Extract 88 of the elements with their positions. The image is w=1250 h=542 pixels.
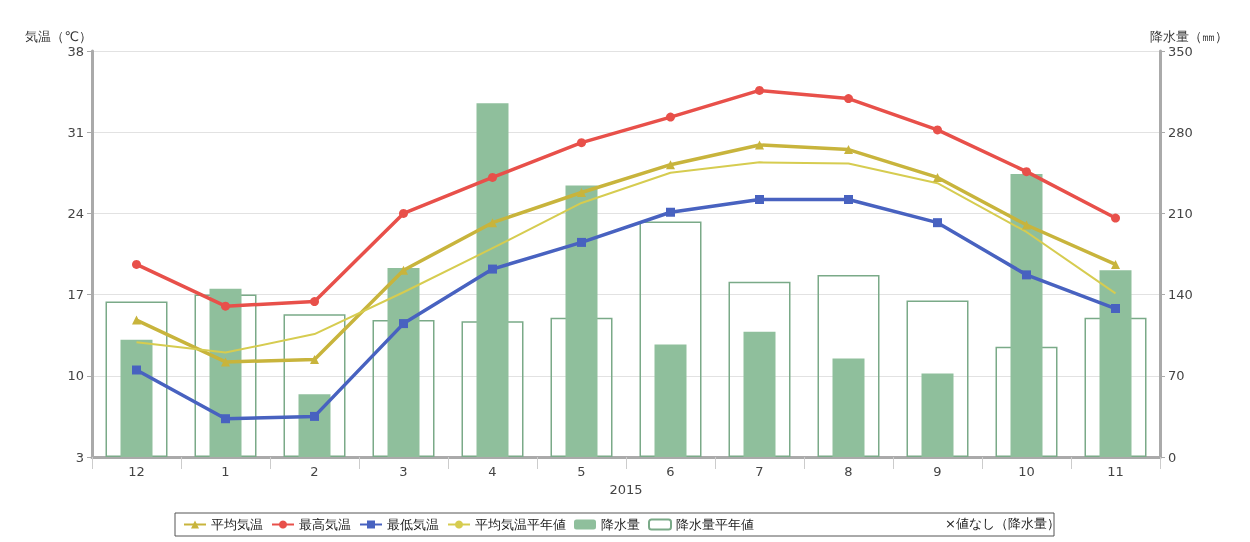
bar [728,281,791,457]
bar [565,185,598,457]
point [488,218,497,228]
bar [105,301,168,457]
point [1022,220,1031,230]
bar [1010,173,1043,457]
point [1022,167,1031,177]
x-tick-label: 12 [128,464,145,479]
point [221,414,230,424]
y-tick-label: 31 [67,124,84,140]
x-tick-label: 4 [488,464,497,479]
point [132,365,141,375]
point [1022,270,1031,280]
point [310,355,319,365]
line-series [135,161,1117,354]
bar [283,314,346,457]
point [666,112,675,122]
legend-label: 最低気温 [387,517,439,532]
bar [817,274,880,457]
point [844,94,853,104]
y2-tick-label: 210 [1168,205,1193,221]
y-tick-label: 24 [67,205,84,221]
legend-label: 最高気温 [299,517,351,532]
point [577,188,586,198]
point [132,315,141,325]
point [221,357,230,367]
point [310,297,319,307]
point [399,319,408,329]
y-tick-label: 3 [75,449,84,465]
point [755,194,764,204]
x-tick-label: 9 [933,464,942,479]
legend-label: 降水量 [601,517,640,532]
point [488,172,497,182]
point [755,140,764,150]
x-tick-label: 8 [844,464,853,479]
point [132,259,141,269]
point [221,301,230,311]
legend-label: 降水量平年値 [676,517,754,532]
legend-label: 平均気温 [211,517,263,532]
point [399,208,408,218]
point [933,125,942,135]
y2-tick-label: 280 [1168,124,1193,140]
bar [743,331,776,457]
x-tick-label: 10 [1018,464,1035,479]
bar [654,344,687,457]
y-axis-title: 気温（℃） [25,29,92,44]
bar [906,300,969,457]
point [933,172,942,182]
y2-tick-label: 350 [1168,43,1193,59]
point [1111,213,1120,223]
x-tick-label: 1 [221,464,230,479]
point [933,218,942,228]
bar [209,288,242,457]
x-tick-label: 11 [1107,464,1124,479]
point [310,411,319,421]
point [844,194,853,204]
point [1111,259,1120,269]
x-tick-label: 5 [577,464,586,479]
bar [832,358,865,457]
point [844,145,853,155]
legend-label: 平均気温平年値 [475,517,566,532]
point [577,237,586,247]
y2-tick-label: 0 [1168,449,1177,465]
point [488,264,497,274]
x-tick-label: 7 [755,464,764,479]
y-tick-label: 38 [67,43,84,59]
point [1111,304,1120,314]
point [577,138,586,148]
bar [476,103,509,457]
y2-axis-title: 降水量（㎜） [1150,29,1228,44]
y-tick-label: 17 [67,287,84,303]
x-tick-label: 3 [399,464,408,479]
bar [1099,270,1132,457]
x-tick-label: 6 [666,464,675,479]
bar [921,373,954,457]
y-tick-label: 10 [67,368,84,384]
point [666,207,675,217]
y2-tick-label: 140 [1168,287,1193,303]
y2-tick-label: 70 [1168,368,1185,384]
point [755,85,764,95]
bar [387,267,420,457]
x-tick-label: 2 [310,464,319,479]
text: ×値なし（降水量） [945,516,1061,531]
bar [639,221,702,457]
point [666,160,675,170]
bar [298,394,331,457]
x-axis-title: 2015 [609,482,643,497]
bar [120,339,153,457]
